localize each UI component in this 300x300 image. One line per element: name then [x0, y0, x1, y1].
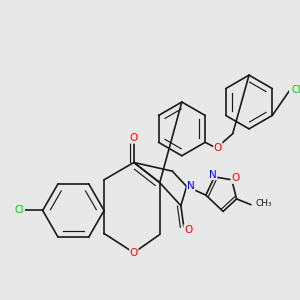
- Text: Cl: Cl: [15, 206, 24, 215]
- Text: CH₃: CH₃: [255, 199, 272, 208]
- Text: O: O: [231, 173, 239, 183]
- Text: O: O: [184, 225, 192, 235]
- Text: Cl: Cl: [291, 85, 300, 95]
- Text: O: O: [214, 142, 222, 152]
- Text: O: O: [130, 133, 138, 143]
- Text: O: O: [130, 248, 138, 258]
- Text: N: N: [187, 182, 195, 191]
- Text: N: N: [209, 169, 217, 180]
